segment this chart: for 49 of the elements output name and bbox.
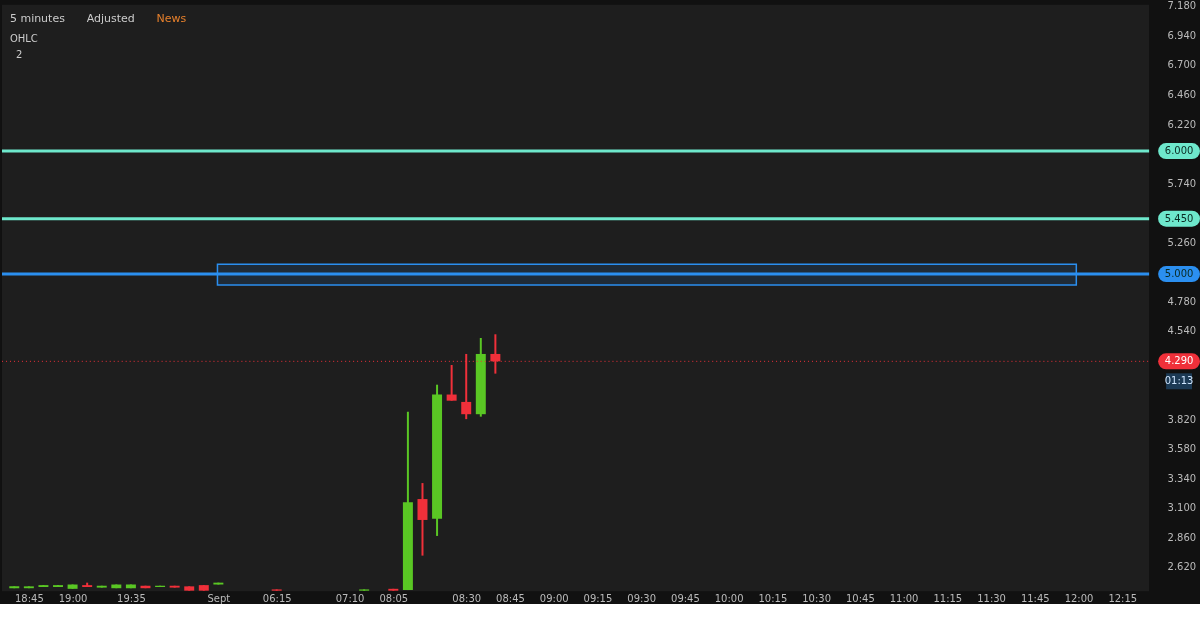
- y-tick-label: 6.940: [1167, 29, 1197, 41]
- text: Adjusted: [86, 11, 135, 25]
- y-tick-label: 6.460: [1167, 89, 1197, 100]
- y-tick-label: 3.100: [1167, 502, 1197, 514]
- x-tick-label: 10:00: [714, 592, 744, 604]
- x-tick-label: 11:45: [1020, 592, 1050, 604]
- text: 5 minutes: [9, 11, 66, 25]
- x-tick-label: 06:15: [262, 592, 292, 604]
- x-tick-label: 10:45: [845, 592, 875, 604]
- x-tick-label: 11:15: [933, 592, 963, 604]
- x-tick-label: 09:30: [627, 592, 657, 604]
- x-tick-label: 07:10: [335, 592, 365, 604]
- y-tick-label: 3.340: [1167, 472, 1197, 484]
- ref-line-label: 4.290: [1164, 355, 1194, 367]
- x-tick-label: 11:00: [889, 592, 919, 604]
- y-tick-label: 3.820: [1167, 413, 1197, 425]
- x-tick-label: 19:35: [117, 592, 146, 604]
- annotation: OHLC: [9, 32, 38, 44]
- y-tick-label: 3.580: [1167, 443, 1197, 455]
- x-tick-label: 12:00: [1064, 592, 1094, 604]
- annotation: 2: [15, 48, 23, 60]
- y-tick-label: 5.740: [1167, 177, 1197, 189]
- candlestick: [184, 586, 195, 591]
- y-tick-label: 4.780: [1167, 295, 1197, 307]
- y-tick-label: 6.700: [1167, 59, 1197, 71]
- x-tick-label: 09:45: [671, 592, 700, 604]
- ref-line-label: 6.000: [1164, 145, 1194, 157]
- x-tick-label: 19:00: [58, 592, 88, 604]
- y-tick-label: 7.180: [1167, 0, 1197, 12]
- x-tick-label: 10:30: [802, 592, 831, 604]
- x-tick-label: 09:15: [583, 592, 613, 604]
- x-tick-label: 08:30: [452, 592, 482, 604]
- y-tick-label: 4.540: [1167, 325, 1197, 337]
- x-tick-label: 18:45: [14, 592, 44, 604]
- y-tick-label: 5.260: [1167, 236, 1197, 248]
- x-tick-label: 10:15: [758, 592, 788, 604]
- text: 01:13: [1164, 375, 1194, 387]
- ref-line-label: 5.450: [1164, 212, 1194, 224]
- y-tick-label: 6.220: [1167, 118, 1197, 130]
- ref-line-label: 5.000: [1164, 268, 1194, 280]
- y-tick-label: 2.620: [1167, 561, 1197, 573]
- y-tick-label: 2.860: [1167, 531, 1197, 543]
- x-tick-label: 08:45: [496, 592, 525, 604]
- x-tick-label: Sept: [207, 592, 231, 604]
- x-tick-label: 12:15: [1108, 592, 1138, 604]
- x-tick-label: 08:05: [379, 592, 409, 604]
- x-tick-label: 09:00: [539, 592, 569, 604]
- x-tick-label: 11:30: [977, 592, 1006, 604]
- annotation: News: [156, 11, 187, 25]
